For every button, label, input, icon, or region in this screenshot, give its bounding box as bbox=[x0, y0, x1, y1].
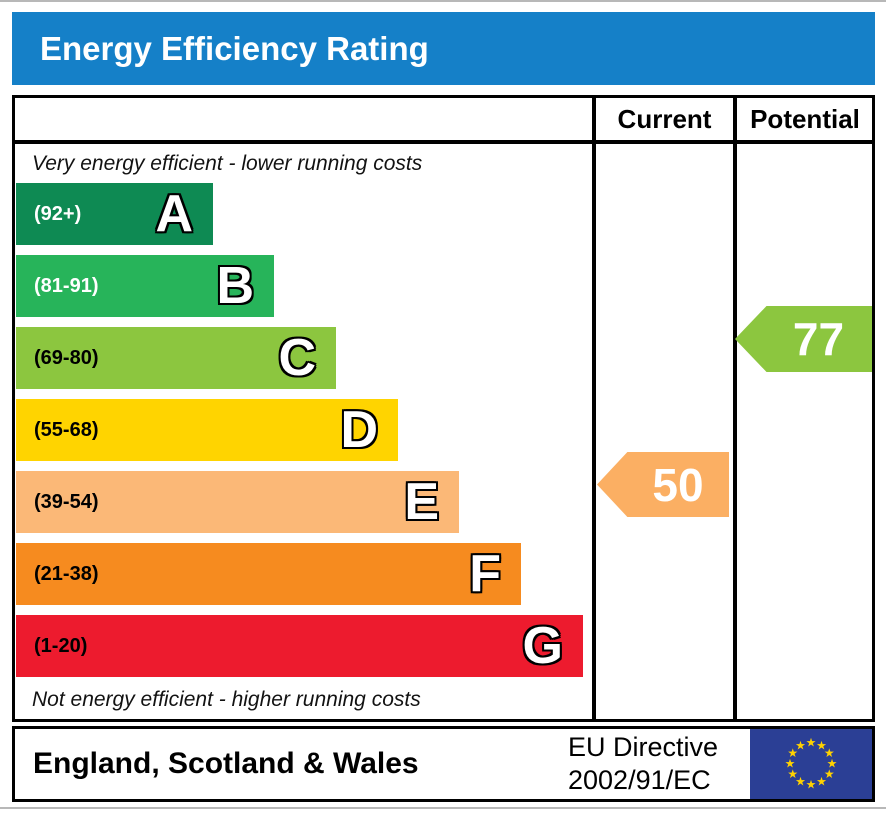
region-label: England, Scotland & Wales bbox=[33, 747, 419, 780]
band-letter: E bbox=[404, 473, 439, 531]
svg-text:★: ★ bbox=[806, 736, 817, 750]
eu-flag-icon: ★ ★ ★ ★ ★ ★ ★ ★ ★ ★ ★ ★ bbox=[750, 729, 872, 799]
band-letter: D bbox=[340, 401, 378, 459]
svg-text:★: ★ bbox=[827, 757, 838, 771]
top-note: Very energy efficient - lower running co… bbox=[32, 152, 423, 175]
current-rating-arrow: 50 bbox=[597, 452, 729, 517]
svg-text:★: ★ bbox=[785, 757, 796, 771]
potential-column-divider bbox=[733, 95, 737, 722]
page-edge-top bbox=[0, 0, 886, 2]
rating-band-bar: (55-68) D bbox=[16, 399, 398, 461]
rating-band-bar: (39-54) E bbox=[16, 471, 459, 533]
rating-bands: (92+) A (81-91) B (69-80) C (55-68) D (3… bbox=[16, 183, 583, 687]
rating-band-row: (55-68) D bbox=[16, 399, 583, 461]
current-column-header: Current bbox=[617, 104, 712, 134]
svg-text:★: ★ bbox=[795, 738, 806, 752]
band-letter: A bbox=[155, 185, 193, 243]
band-letter: F bbox=[469, 545, 501, 603]
svg-text:★: ★ bbox=[824, 767, 835, 781]
potential-rating-arrow: 77 bbox=[735, 306, 872, 372]
band-range-label: (39-54) bbox=[34, 490, 99, 513]
band-range-label: (21-38) bbox=[34, 562, 99, 585]
band-letter: B bbox=[216, 257, 254, 315]
rating-band-row: (81-91) B bbox=[16, 255, 583, 317]
svg-text:★: ★ bbox=[824, 746, 835, 760]
footer: England, Scotland & Wales EU Directive 2… bbox=[12, 726, 875, 802]
rating-band-bar: (69-80) C bbox=[16, 327, 336, 389]
rating-band-bar: (21-38) F bbox=[16, 543, 521, 605]
rating-band-row: (1-20) G bbox=[16, 615, 583, 677]
header-row-underline bbox=[12, 140, 875, 144]
potential-column-header: Potential bbox=[750, 104, 860, 134]
rating-band-row: (21-38) F bbox=[16, 543, 583, 605]
band-range-label: (69-80) bbox=[34, 346, 99, 369]
svg-text:★: ★ bbox=[787, 746, 798, 760]
band-range-label: (92+) bbox=[34, 202, 82, 225]
bottom-note: Not energy efficient - higher running co… bbox=[32, 688, 421, 711]
page-edge-bottom bbox=[0, 807, 886, 809]
rating-band-bar: (1-20) G bbox=[16, 615, 583, 677]
svg-text:★: ★ bbox=[816, 738, 827, 752]
band-letter: G bbox=[522, 617, 563, 675]
eu-directive-line2: 2002/91/EC bbox=[568, 765, 711, 795]
current-rating-value: 50 bbox=[652, 458, 704, 511]
current-column-divider bbox=[592, 95, 596, 722]
rating-band-row: (92+) A bbox=[16, 183, 583, 245]
svg-text:★: ★ bbox=[806, 778, 817, 792]
rating-band-bar: (92+) A bbox=[16, 183, 213, 245]
svg-text:★: ★ bbox=[795, 775, 806, 789]
band-range-label: (81-91) bbox=[34, 274, 99, 297]
rating-band-bar: (81-91) B bbox=[16, 255, 274, 317]
rating-band-row: (69-80) C bbox=[16, 327, 583, 389]
page-title: Energy Efficiency Rating bbox=[40, 30, 429, 67]
potential-rating-value: 77 bbox=[792, 313, 845, 365]
band-range-label: (55-68) bbox=[34, 418, 99, 441]
band-range-label: (1-20) bbox=[34, 634, 88, 657]
eu-directive-line1: EU Directive bbox=[568, 732, 719, 762]
title-bar: Energy Efficiency Rating bbox=[12, 12, 875, 85]
band-letter: C bbox=[278, 329, 316, 387]
svg-text:★: ★ bbox=[787, 767, 798, 781]
rating-band-row: (39-54) E bbox=[16, 471, 583, 533]
eu-directive-label: EU Directive 2002/91/EC bbox=[568, 731, 758, 797]
svg-text:★: ★ bbox=[816, 775, 827, 789]
